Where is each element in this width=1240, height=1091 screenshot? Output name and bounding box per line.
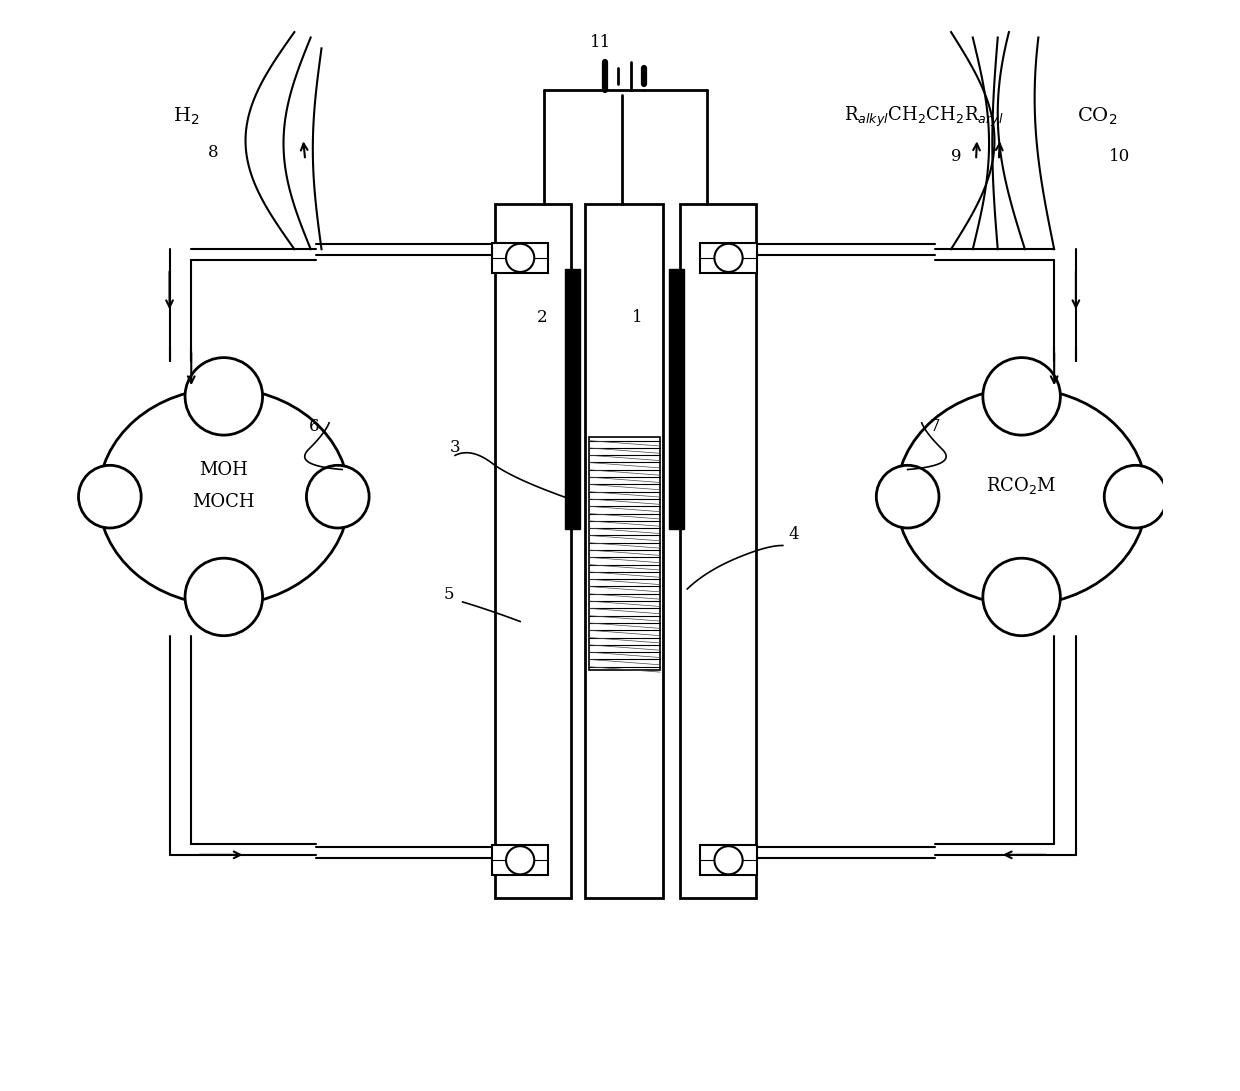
Text: 9: 9 xyxy=(951,148,962,166)
Text: R$_{alkyl}$CH$_2$CH$_2$R$_{aryl}$: R$_{alkyl}$CH$_2$CH$_2$R$_{aryl}$ xyxy=(844,105,1003,129)
Text: CO$_2$: CO$_2$ xyxy=(1078,106,1117,128)
Circle shape xyxy=(506,847,534,874)
Ellipse shape xyxy=(185,559,263,636)
Circle shape xyxy=(506,243,534,272)
Ellipse shape xyxy=(185,358,263,435)
Bar xyxy=(701,846,756,875)
Ellipse shape xyxy=(983,358,1060,435)
Text: 11: 11 xyxy=(590,35,611,51)
Text: 2: 2 xyxy=(537,309,547,326)
Text: 6: 6 xyxy=(309,418,319,434)
Text: H$_2$: H$_2$ xyxy=(172,106,200,128)
Bar xyxy=(492,846,548,875)
Ellipse shape xyxy=(983,559,1060,636)
Text: 10: 10 xyxy=(1109,148,1130,166)
Text: 1: 1 xyxy=(632,309,642,326)
Bar xyxy=(701,242,756,273)
Text: 8: 8 xyxy=(207,144,218,161)
Bar xyxy=(492,242,548,273)
Circle shape xyxy=(714,847,743,874)
Ellipse shape xyxy=(78,466,141,528)
Ellipse shape xyxy=(1105,466,1167,528)
Text: MOCH: MOCH xyxy=(192,493,255,511)
Bar xyxy=(589,437,660,670)
Circle shape xyxy=(714,243,743,272)
Text: RCO$_2$M: RCO$_2$M xyxy=(987,476,1056,496)
Bar xyxy=(668,268,684,529)
Bar xyxy=(585,204,663,898)
Bar xyxy=(564,268,580,529)
Ellipse shape xyxy=(877,466,939,528)
Bar xyxy=(680,204,755,898)
Text: 3: 3 xyxy=(450,440,460,456)
Text: 5: 5 xyxy=(443,586,454,603)
Ellipse shape xyxy=(98,388,350,604)
Text: 7: 7 xyxy=(930,418,940,434)
Text: MOH: MOH xyxy=(200,460,248,479)
Bar xyxy=(495,204,572,898)
Ellipse shape xyxy=(897,388,1147,604)
Text: 4: 4 xyxy=(789,526,799,543)
Ellipse shape xyxy=(306,466,370,528)
